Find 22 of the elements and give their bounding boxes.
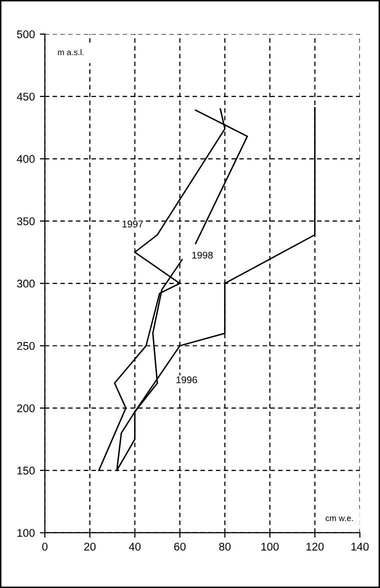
x-tick-label: 80 <box>219 542 231 551</box>
x-tick-label: 140 <box>351 542 369 551</box>
series-label: 1996 <box>176 376 197 384</box>
y-tick-label: 100 <box>17 528 35 537</box>
y-tick-label: 400 <box>16 155 35 163</box>
x-tick-label: 100 <box>261 542 279 551</box>
y-tick-label: 500 <box>17 30 35 38</box>
y-tick-label: 150 <box>17 466 35 475</box>
x-tick-label: 40 <box>128 542 141 551</box>
y-tick-label: 350 <box>17 217 35 226</box>
x-tick-label: 120 <box>306 542 324 551</box>
series-label: 1998 <box>192 252 213 259</box>
y-tick-label: 250 <box>17 342 35 350</box>
series-label: 1997 <box>122 220 143 228</box>
x-tick-label: 0 <box>42 542 48 551</box>
x-axis-title: cm w.e. <box>326 516 353 522</box>
y-axis-title: m a.s.l. <box>58 49 84 56</box>
y-tick-label: 200 <box>17 404 35 412</box>
y-tick-label: 450 <box>16 92 35 101</box>
x-tick-label: 60 <box>174 542 186 551</box>
x-tick-label: 20 <box>84 542 96 551</box>
y-tick-label: 300 <box>17 280 35 288</box>
